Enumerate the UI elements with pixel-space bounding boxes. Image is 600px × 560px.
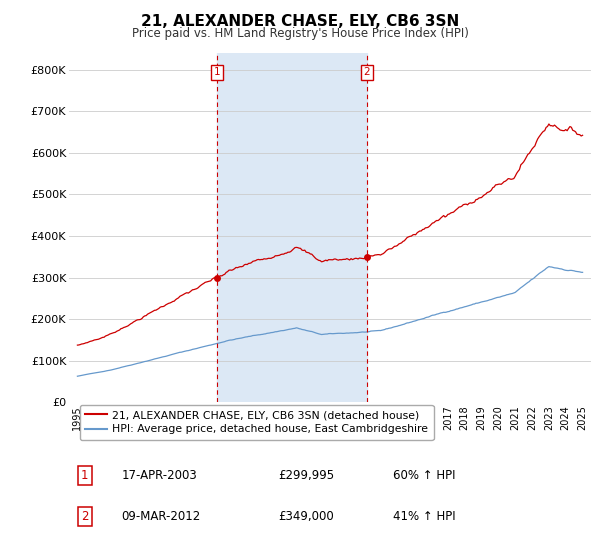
Text: 21, ALEXANDER CHASE, ELY, CB6 3SN: 21, ALEXANDER CHASE, ELY, CB6 3SN bbox=[141, 14, 459, 29]
Text: Price paid vs. HM Land Registry's House Price Index (HPI): Price paid vs. HM Land Registry's House … bbox=[131, 27, 469, 40]
Legend: 21, ALEXANDER CHASE, ELY, CB6 3SN (detached house), HPI: Average price, detached: 21, ALEXANDER CHASE, ELY, CB6 3SN (detac… bbox=[80, 405, 434, 440]
Text: £299,995: £299,995 bbox=[278, 469, 334, 482]
Text: 60% ↑ HPI: 60% ↑ HPI bbox=[392, 469, 455, 482]
Text: 17-APR-2003: 17-APR-2003 bbox=[121, 469, 197, 482]
Text: £349,000: £349,000 bbox=[278, 510, 334, 523]
Bar bbox=[217, 53, 367, 402]
Text: 1: 1 bbox=[81, 469, 88, 482]
Text: 1: 1 bbox=[214, 67, 220, 77]
Text: 41% ↑ HPI: 41% ↑ HPI bbox=[392, 510, 455, 523]
Text: 2: 2 bbox=[364, 67, 370, 77]
Text: 2: 2 bbox=[81, 510, 88, 523]
Text: 09-MAR-2012: 09-MAR-2012 bbox=[121, 510, 200, 523]
